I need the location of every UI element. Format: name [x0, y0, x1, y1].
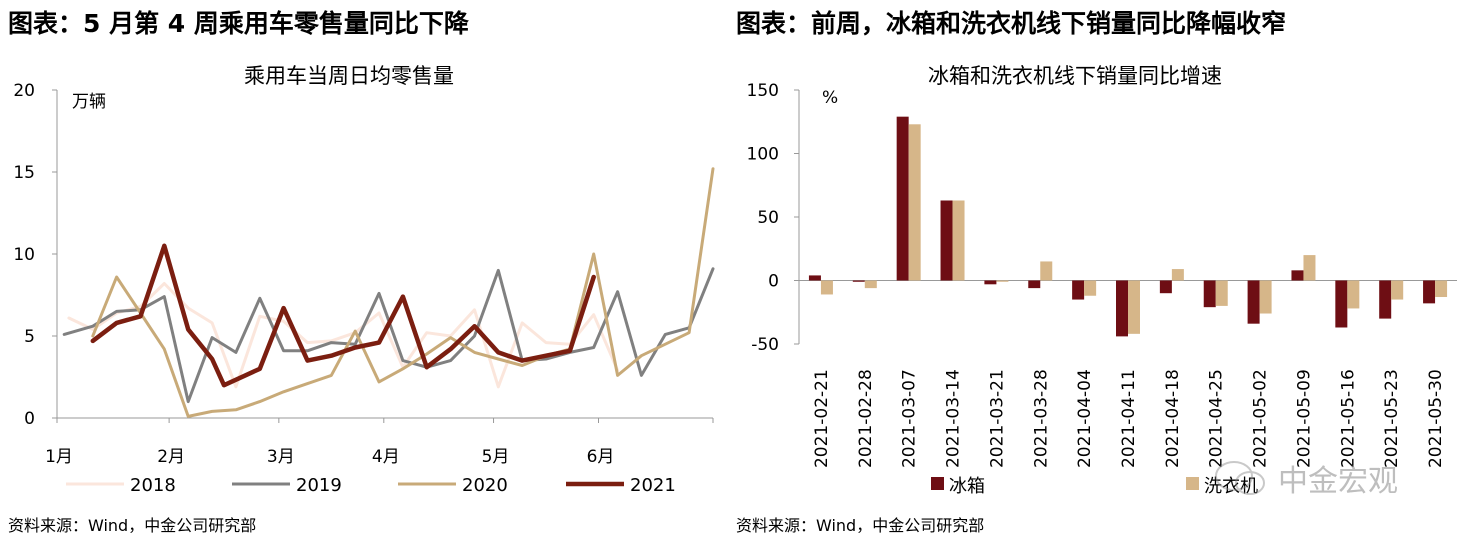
bar-fridge [1159, 280, 1172, 294]
legend-label-washer: 洗衣机 [1204, 476, 1258, 497]
bar-washer [1259, 280, 1272, 314]
legend-swatch-washer [1186, 477, 1199, 490]
legend-swatch-fridge [931, 477, 944, 490]
bar-fridge [940, 200, 953, 281]
bar-fridge [1116, 280, 1128, 337]
left-chart-title: 乘用车当周日均零售量 [244, 64, 454, 88]
left-panel: 图表：5 月第 4 周乘用车零售量同比下降 乘用车当周日均零售量 万辆 资料来源… [0, 0, 730, 540]
bar-fridge [896, 116, 909, 281]
bar-washer [1040, 261, 1053, 281]
bar-fridge [1291, 270, 1304, 281]
left-x-tick-label: 3月 [267, 447, 295, 467]
right-x-tick-label: 2021-05-02 [1251, 369, 1271, 468]
bar-fridge [1335, 280, 1348, 328]
legend-label-2019: 2019 [296, 475, 342, 496]
right-x-tick-label: 2021-04-11 [1119, 369, 1139, 468]
right-y-unit: % [822, 88, 839, 108]
right-x-tick-label: 2021-05-16 [1338, 369, 1358, 468]
bar-fridge [852, 280, 865, 282]
right-y-tick-label: 0 [768, 272, 779, 292]
right-x-tick-label: 2021-05-30 [1426, 369, 1446, 468]
bar-washer [1084, 280, 1097, 296]
bar-washer [952, 200, 965, 281]
legend-label-fridge: 冰箱 [949, 476, 985, 497]
right-x-tick-label: 2021-05-09 [1294, 369, 1314, 468]
bar-fridge [808, 275, 821, 281]
left-x-tick-label: 2月 [157, 447, 185, 467]
bar-fridge [1028, 280, 1041, 289]
right-x-tick-label: 2021-02-28 [856, 369, 876, 468]
bar-fridge [984, 280, 997, 285]
right-figure-title: 图表：前周，冰箱和洗衣机线下销量同比降幅收窄 [736, 9, 1287, 38]
series-line-2020 [91, 167, 715, 418]
bar-fridge [1379, 280, 1392, 319]
right-x-tick-label: 2021-03-21 [987, 369, 1007, 468]
right-chart-title: 冰箱和洗衣机线下销量同比增速 [928, 64, 1222, 88]
right-x-tick-label: 2021-04-18 [1163, 369, 1183, 468]
bar-fridge [1247, 280, 1260, 324]
right-y-tick-label: 50 [757, 208, 779, 228]
right-y-tick-label: 100 [747, 145, 779, 165]
watermark-text: 中金宏观 [1278, 464, 1398, 499]
left-y-tick-label: 10 [13, 245, 35, 265]
legend-label-2021: 2021 [630, 475, 676, 496]
bar-washer [1391, 280, 1404, 300]
bar-washer [1171, 269, 1184, 281]
left-x-tick-label: 5月 [482, 447, 510, 467]
bar-washer [864, 280, 877, 289]
bar-washer [996, 280, 1009, 282]
left-x-tick-label: 4月 [372, 447, 400, 467]
right-x-tick-label: 2021-05-23 [1382, 369, 1402, 468]
bar-washer [1303, 255, 1316, 281]
right-source: 资料来源：Wind，中金公司研究部 [736, 516, 985, 535]
right-x-tick-label: 2021-03-14 [944, 369, 964, 468]
right-y-tick-label: 150 [747, 81, 779, 101]
right-y-tick-label: -50 [751, 335, 779, 355]
left-y-tick-label: 20 [13, 81, 35, 101]
left-x-tick-label: 6月 [587, 447, 615, 467]
left-figure-title: 图表：5 月第 4 周乘用车零售量同比下降 [8, 9, 469, 38]
bar-washer [1128, 280, 1140, 334]
legend-label-2020: 2020 [462, 475, 508, 496]
bar-fridge [1203, 280, 1216, 308]
bar-washer [820, 280, 833, 295]
right-x-tick-label: 2021-03-28 [1031, 369, 1051, 468]
right-x-tick-label: 2021-04-25 [1207, 369, 1227, 468]
series-line-2018 [67, 282, 620, 389]
bar-fridge [1423, 280, 1436, 304]
left-y-tick-label: 15 [13, 163, 35, 183]
bar-washer [1347, 280, 1360, 309]
left-y-tick-label: 5 [24, 327, 35, 347]
right-x-tick-label: 2021-04-04 [1075, 369, 1095, 468]
right-x-tick-label: 2021-02-21 [812, 369, 832, 468]
left-x-tick-label: 1月 [45, 447, 73, 467]
bar-washer [908, 124, 921, 281]
left-y-unit: 万辆 [72, 92, 106, 112]
right-panel: 图表：前周，冰箱和洗衣机线下销量同比降幅收窄 冰箱和洗衣机线下销量同比增速 % … [730, 0, 1462, 540]
series-line-2021 [90, 243, 596, 388]
left-source: 资料来源：Wind，中金公司研究部 [8, 516, 257, 535]
right-x-tick-label: 2021-03-07 [900, 369, 920, 468]
wechat-icon [1215, 461, 1265, 495]
bar-fridge [1072, 280, 1085, 300]
bar-washer [1215, 280, 1228, 306]
bar-washer [1435, 280, 1448, 298]
legend-label-2018: 2018 [130, 475, 176, 496]
left-y-tick-label: 0 [24, 409, 35, 429]
